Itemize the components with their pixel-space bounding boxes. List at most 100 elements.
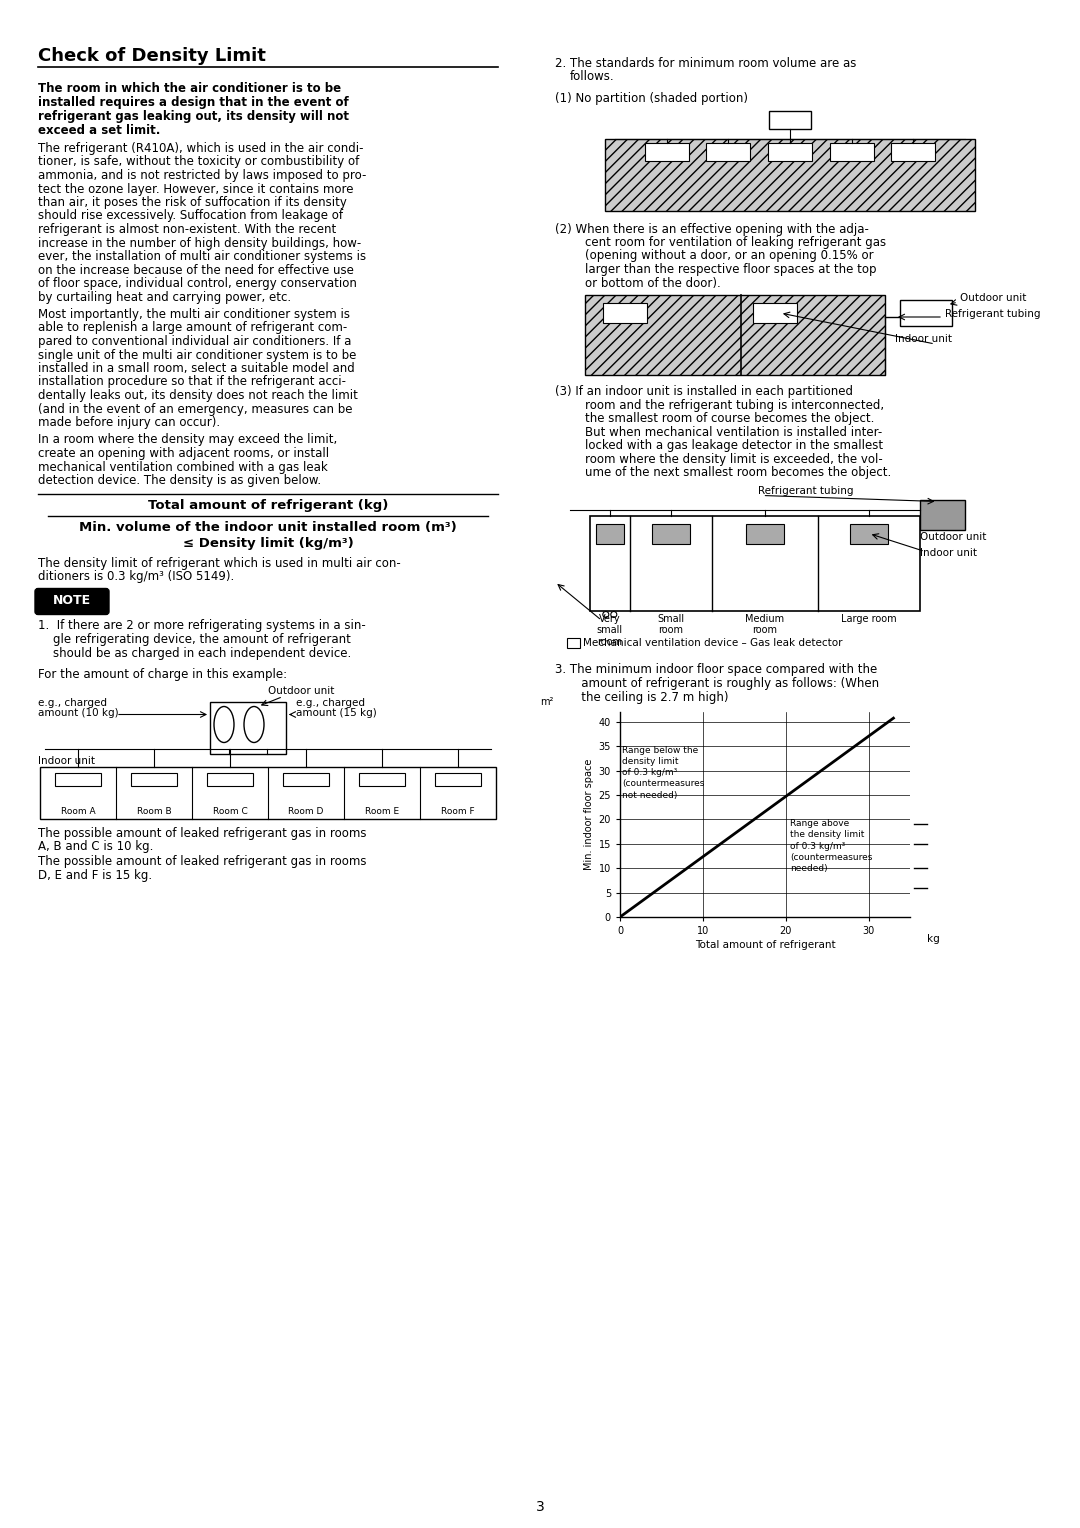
Bar <box>829 142 874 160</box>
Ellipse shape <box>214 706 234 743</box>
Text: e.g., charged: e.g., charged <box>38 698 107 709</box>
Ellipse shape <box>244 706 264 743</box>
Text: Min. volume of the indoor unit installed room (m³): Min. volume of the indoor unit installed… <box>79 521 457 533</box>
Text: Room C: Room C <box>213 807 247 816</box>
Text: Room B: Room B <box>137 807 172 816</box>
Bar <box>768 142 812 160</box>
Text: amount (15 kg): amount (15 kg) <box>296 709 377 718</box>
Text: Indoor unit: Indoor unit <box>895 335 951 344</box>
Text: (2) When there is an effective opening with the adja-: (2) When there is an effective opening w… <box>555 223 869 235</box>
Bar <box>753 303 797 322</box>
Bar <box>40 767 496 819</box>
Text: tioner, is safe, without the toxicity or combustibility of: tioner, is safe, without the toxicity or… <box>38 156 360 168</box>
Text: Range above
the density limit
of 0.3 kg/m³
(countermeasures
needed): Range above the density limit of 0.3 kg/… <box>789 819 873 872</box>
Text: Refrigerant tubing: Refrigerant tubing <box>945 309 1040 319</box>
Bar <box>131 773 177 785</box>
Text: 3. The minimum indoor floor space compared with the: 3. The minimum indoor floor space compar… <box>555 663 877 677</box>
Bar <box>850 524 888 544</box>
Text: The possible amount of leaked refrigerant gas in rooms: The possible amount of leaked refrigeran… <box>38 827 366 839</box>
Text: The density limit of refrigerant which is used in multi air con-: The density limit of refrigerant which i… <box>38 556 401 570</box>
FancyBboxPatch shape <box>35 588 109 614</box>
Circle shape <box>611 611 617 617</box>
Text: 2. The standards for minimum room volume are as: 2. The standards for minimum room volume… <box>555 57 856 70</box>
Text: room and the refrigerant tubing is interconnected,: room and the refrigerant tubing is inter… <box>570 399 885 411</box>
Text: Very
small
room: Very small room <box>597 614 623 646</box>
Text: (and in the event of an emergency, measures can be: (and in the event of an emergency, measu… <box>38 402 352 416</box>
Text: Small
room: Small room <box>658 614 685 636</box>
Bar <box>706 142 751 160</box>
Text: e.g., charged: e.g., charged <box>296 698 365 709</box>
Text: Room D: Room D <box>288 807 324 816</box>
Text: Large room: Large room <box>841 614 896 623</box>
Bar <box>769 110 811 128</box>
Text: Total amount of refrigerant (kg): Total amount of refrigerant (kg) <box>148 498 388 512</box>
Text: For the amount of charge in this example:: For the amount of charge in this example… <box>38 668 287 681</box>
Text: detection device. The density is as given below.: detection device. The density is as give… <box>38 474 321 487</box>
Text: should be as charged in each independent device.: should be as charged in each independent… <box>38 646 351 660</box>
Bar <box>210 701 286 753</box>
Bar <box>605 139 975 211</box>
Text: create an opening with adjacent rooms, or install: create an opening with adjacent rooms, o… <box>38 448 329 460</box>
Text: made before injury can occur).: made before injury can occur). <box>38 416 220 429</box>
Text: on the increase because of the need for effective use: on the increase because of the need for … <box>38 263 354 277</box>
Text: Mechanical ventilation device – Gas leak detector: Mechanical ventilation device – Gas leak… <box>583 639 842 648</box>
Text: Outdoor unit: Outdoor unit <box>920 532 986 542</box>
Text: able to replenish a large amount of refrigerant com-: able to replenish a large amount of refr… <box>38 321 348 335</box>
Text: amount (10 kg): amount (10 kg) <box>38 709 119 718</box>
Text: refrigerant is almost non-existent. With the recent: refrigerant is almost non-existent. With… <box>38 223 336 235</box>
Bar <box>652 524 690 544</box>
Text: should rise excessively. Suffocation from leakage of: should rise excessively. Suffocation fro… <box>38 209 343 223</box>
Text: (opening without a door, or an opening 0.15% or: (opening without a door, or an opening 0… <box>570 249 874 263</box>
Bar <box>603 303 647 322</box>
Text: room where the density limit is exceeded, the vol-: room where the density limit is exceeded… <box>570 452 882 466</box>
Text: installed in a small room, select a suitable model and: installed in a small room, select a suit… <box>38 362 354 374</box>
Bar <box>596 524 623 544</box>
Text: ever, the installation of multi air conditioner systems is: ever, the installation of multi air cond… <box>38 251 366 263</box>
Text: the smallest room of course becomes the object.: the smallest room of course becomes the … <box>570 413 875 425</box>
Text: Outdoor unit: Outdoor unit <box>960 293 1026 303</box>
Text: ammonia, and is not restricted by laws imposed to pro-: ammonia, and is not restricted by laws i… <box>38 170 366 182</box>
Text: or bottom of the door).: or bottom of the door). <box>570 277 720 289</box>
Text: of floor space, individual control, energy conservation: of floor space, individual control, ener… <box>38 277 356 290</box>
Text: (1) No partition (shaded portion): (1) No partition (shaded portion) <box>555 92 748 105</box>
Bar <box>585 295 885 374</box>
Text: The possible amount of leaked refrigerant gas in rooms: The possible amount of leaked refrigeran… <box>38 856 366 868</box>
Text: The room in which the air conditioner is to be: The room in which the air conditioner is… <box>38 83 341 95</box>
Text: The refrigerant (R410A), which is used in the air condi-: The refrigerant (R410A), which is used i… <box>38 142 364 154</box>
Text: refrigerant gas leaking out, its density will not: refrigerant gas leaking out, its density… <box>38 110 349 122</box>
Text: (3) If an indoor unit is installed in each partitioned: (3) If an indoor unit is installed in ea… <box>555 385 853 397</box>
Text: Most importantly, the multi air conditioner system is: Most importantly, the multi air conditio… <box>38 309 350 321</box>
Text: follows.: follows. <box>570 70 615 84</box>
Text: Indoor unit: Indoor unit <box>38 756 95 767</box>
Y-axis label: Min. indoor floor space: Min. indoor floor space <box>584 759 594 869</box>
Bar <box>207 773 253 785</box>
Text: ditioners is 0.3 kg/m³ (ISO 5149).: ditioners is 0.3 kg/m³ (ISO 5149). <box>38 570 234 584</box>
Bar <box>283 773 328 785</box>
Text: 1.  If there are 2 or more refrigerating systems in a sin-: 1. If there are 2 or more refrigerating … <box>38 619 366 633</box>
Text: Medium
room: Medium room <box>745 614 784 636</box>
Text: But when mechanical ventilation is installed inter-: But when mechanical ventilation is insta… <box>570 425 882 439</box>
Text: m²: m² <box>540 697 554 707</box>
Text: kg: kg <box>927 934 940 944</box>
Bar <box>746 524 784 544</box>
Text: exceed a set limit.: exceed a set limit. <box>38 124 160 138</box>
Text: 3: 3 <box>536 1500 544 1514</box>
Text: A, B and C is 10 kg.: A, B and C is 10 kg. <box>38 840 153 853</box>
Text: single unit of the multi air conditioner system is to be: single unit of the multi air conditioner… <box>38 348 356 362</box>
Text: Check of Density Limit: Check of Density Limit <box>38 47 266 66</box>
Text: Room A: Room A <box>60 807 95 816</box>
Bar <box>435 773 481 785</box>
Text: mechanical ventilation combined with a gas leak: mechanical ventilation combined with a g… <box>38 460 327 474</box>
Text: Indoor unit: Indoor unit <box>920 547 977 558</box>
Bar <box>567 637 580 648</box>
Text: Outdoor unit: Outdoor unit <box>268 686 335 697</box>
Bar <box>360 773 405 785</box>
Bar <box>891 142 935 160</box>
Circle shape <box>603 611 609 617</box>
Text: In a room where the density may exceed the limit,: In a room where the density may exceed t… <box>38 434 337 446</box>
Text: pared to conventional individual air conditioners. If a: pared to conventional individual air con… <box>38 335 351 348</box>
Text: Refrigerant tubing: Refrigerant tubing <box>757 486 853 495</box>
Bar <box>55 773 100 785</box>
Text: amount of refrigerant is roughly as follows: (When: amount of refrigerant is roughly as foll… <box>570 677 879 691</box>
Text: ≤ Density limit (kg/m³): ≤ Density limit (kg/m³) <box>183 536 353 550</box>
